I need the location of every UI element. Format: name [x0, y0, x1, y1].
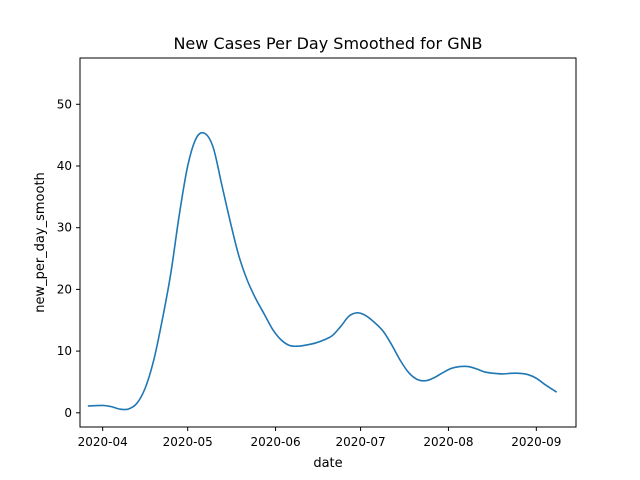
y-tick-label: 10 [57, 344, 72, 358]
y-tick-label: 20 [57, 282, 72, 296]
y-tick-label: 40 [57, 159, 72, 173]
series-line [87, 131, 557, 411]
x-tick-label: 2020-09 [511, 435, 561, 449]
chart-title: New Cases Per Day Smoothed for GNB [173, 34, 482, 53]
x-axis: 2020-04 2020-05 2020-06 2020-07 2020-08 2020-… [78, 427, 561, 449]
y-tick-label: 50 [57, 97, 72, 111]
x-tick-label: 2020-06 [250, 435, 300, 449]
y-tick-label: 0 [64, 406, 72, 420]
y-tick-label: 30 [57, 221, 72, 235]
x-tick-label: 2020-07 [336, 435, 386, 449]
y-axis-label: new_per_day_smooth [33, 172, 48, 313]
x-tick-label: 2020-08 [423, 435, 473, 449]
x-tick-label: 2020-05 [163, 435, 213, 449]
y-axis: 0 10 20 30 40 50 [57, 97, 80, 420]
x-tick-label: 2020-04 [78, 435, 128, 449]
plot-frame [79, 57, 577, 428]
x-axis-label: date [313, 456, 342, 471]
